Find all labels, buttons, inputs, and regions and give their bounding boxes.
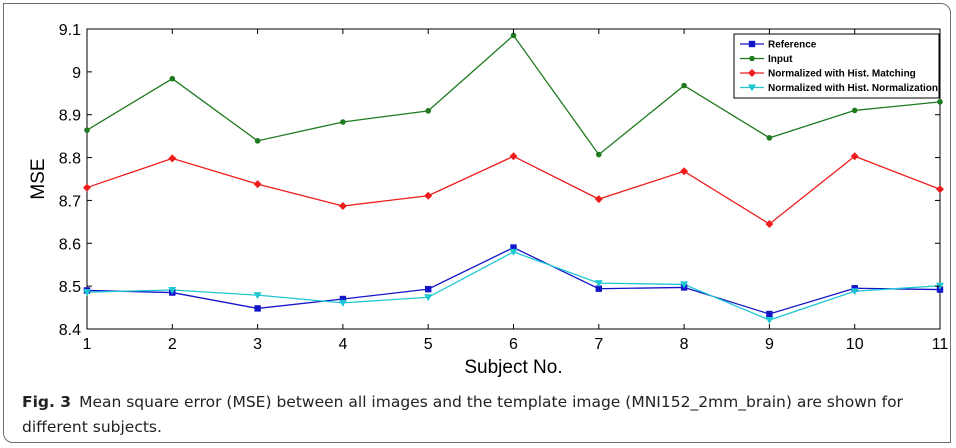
axis-ticks: 1 2 3 4 5 6 7 8 9 10 11 8.4 8.5 8.6 8.7 8.8 8.9 9 9.1	[59, 22, 949, 353]
data-point	[594, 195, 603, 204]
x-tick-label: 1	[83, 336, 92, 353]
data-point	[338, 202, 347, 210]
legend-marker	[749, 55, 755, 62]
data-point	[254, 138, 261, 144]
data-point	[596, 151, 602, 158]
x-tick-label: 3	[253, 336, 262, 353]
legend-marker	[748, 69, 756, 77]
data-point	[424, 294, 433, 302]
series-markers	[83, 32, 944, 324]
y-tick-label: 8.7	[59, 193, 81, 210]
figure-label: Fig. 3	[22, 393, 72, 411]
legend-entry-2: Normalized with Hist. Matching	[768, 69, 916, 80]
data-point	[339, 295, 347, 303]
y-tick-label: 9	[72, 65, 81, 82]
data-point	[169, 75, 176, 82]
x-tick-label: 2	[168, 336, 177, 353]
data-point	[766, 310, 773, 318]
data-point	[253, 292, 262, 300]
data-point	[83, 183, 91, 192]
data-point	[425, 108, 432, 114]
legend-marker	[748, 40, 756, 48]
y-tick-label: 8.9	[59, 108, 81, 125]
legend: Reference Input Normalized with Hist. Matc…	[733, 33, 940, 99]
data-point	[83, 289, 91, 297]
y-tick-label: 8.5	[59, 279, 81, 296]
y-tick-label: 9.1	[59, 22, 81, 39]
data-point	[937, 99, 943, 105]
x-axis-label: Subject No.	[464, 357, 562, 378]
y-axis-label: MSE	[28, 158, 49, 199]
y-tick-label: 8.4	[59, 322, 81, 339]
legend-marker	[748, 84, 756, 92]
line-chart: 1 2 3 4 5 6 7 8 9 10 11 8.4 8.5 8.6 8.7 8.8 8.9 9 9.1 Subj…	[28, 22, 949, 378]
legend-entry-0: Reference	[768, 40, 817, 51]
x-tick-label: 7	[594, 336, 603, 353]
data-point	[425, 285, 432, 293]
x-tick-label: 6	[509, 336, 518, 353]
caption-text: Mean square error (MSE) between all imag…	[22, 393, 903, 436]
data-point	[510, 32, 517, 39]
data-point	[680, 281, 689, 289]
figure-frame: 1 2 3 4 5 6 7 8 9 10 11 8.4 8.5 8.6 8.7 8.8 8.9 9 9.1 Subj…	[3, 3, 951, 443]
data-point	[936, 185, 944, 194]
data-point	[681, 82, 687, 89]
x-tick-label: 9	[765, 336, 774, 353]
x-tick-label: 11	[932, 336, 949, 353]
legend-entry-3: Normalized with Hist. Normalization	[768, 83, 938, 94]
data-point	[680, 167, 689, 176]
data-point	[84, 127, 90, 133]
data-point	[765, 220, 774, 228]
data-point	[595, 285, 602, 292]
x-tick-label: 4	[338, 336, 347, 353]
data-point	[253, 180, 262, 189]
y-tick-label: 8.8	[59, 151, 81, 168]
data-point	[424, 191, 433, 200]
data-point	[340, 119, 346, 125]
data-point	[765, 317, 774, 324]
data-point	[509, 248, 518, 256]
x-tick-label: 5	[424, 336, 433, 353]
data-point	[338, 299, 347, 307]
data-point	[594, 280, 603, 288]
legend-box	[733, 33, 940, 99]
data-point	[510, 244, 517, 251]
legend-entry-1: Input	[768, 54, 793, 65]
data-point	[509, 152, 518, 161]
data-point	[766, 135, 773, 141]
data-point	[850, 152, 859, 161]
data-point	[850, 288, 859, 296]
data-point	[168, 287, 177, 294]
y-tick-label: 8.6	[59, 236, 81, 253]
data-point	[254, 305, 261, 312]
x-tick-label: 8	[680, 336, 689, 353]
figure-caption: Fig. 3 Mean square error (MSE) between al…	[22, 390, 922, 440]
x-tick-label: 10	[846, 336, 864, 353]
data-point	[168, 154, 177, 163]
data-point	[851, 107, 858, 114]
